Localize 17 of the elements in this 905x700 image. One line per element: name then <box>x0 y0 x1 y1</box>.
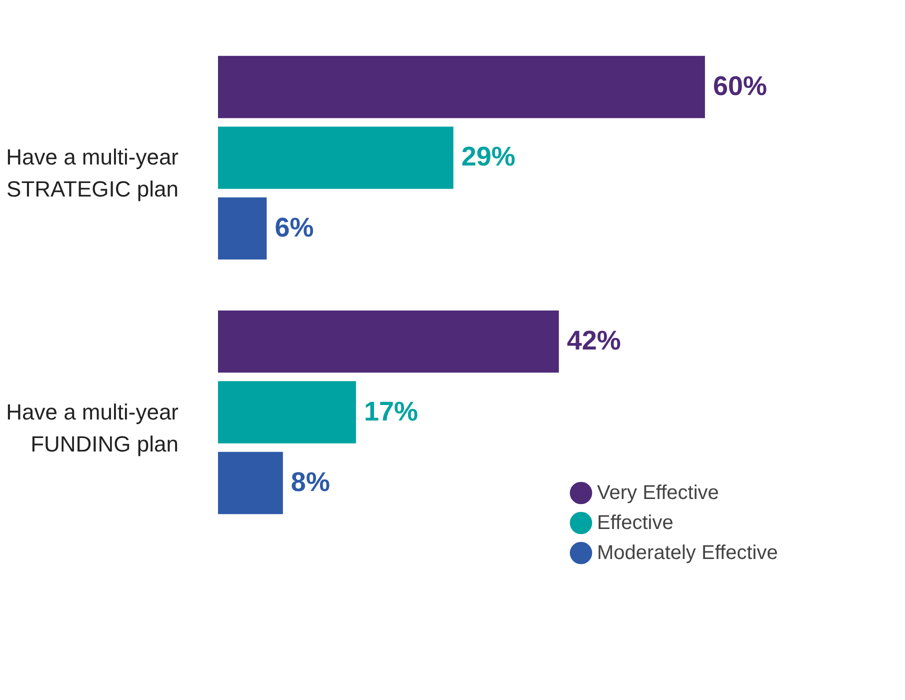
bar <box>218 381 356 444</box>
bar <box>218 56 705 118</box>
y-tick-label: Have a multi-year STRATEGIC plan <box>6 144 178 202</box>
bar <box>218 452 283 514</box>
data-label: 60% <box>712 71 768 102</box>
bar <box>218 126 454 189</box>
data-label: 17% <box>364 396 418 426</box>
legend-label: Moderately Effective <box>597 542 778 564</box>
legend-label: Effective <box>597 512 674 534</box>
data-label: 29% <box>461 142 516 172</box>
data-label: 42% <box>566 326 621 356</box>
legend-label: Very Effective <box>597 482 719 504</box>
data-label: 8% <box>290 466 330 497</box>
bar <box>218 310 559 373</box>
y-tick-label: Have a multi-year FUNDING plan <box>6 399 178 456</box>
bar <box>218 197 267 260</box>
data-label: 6% <box>274 212 314 242</box>
